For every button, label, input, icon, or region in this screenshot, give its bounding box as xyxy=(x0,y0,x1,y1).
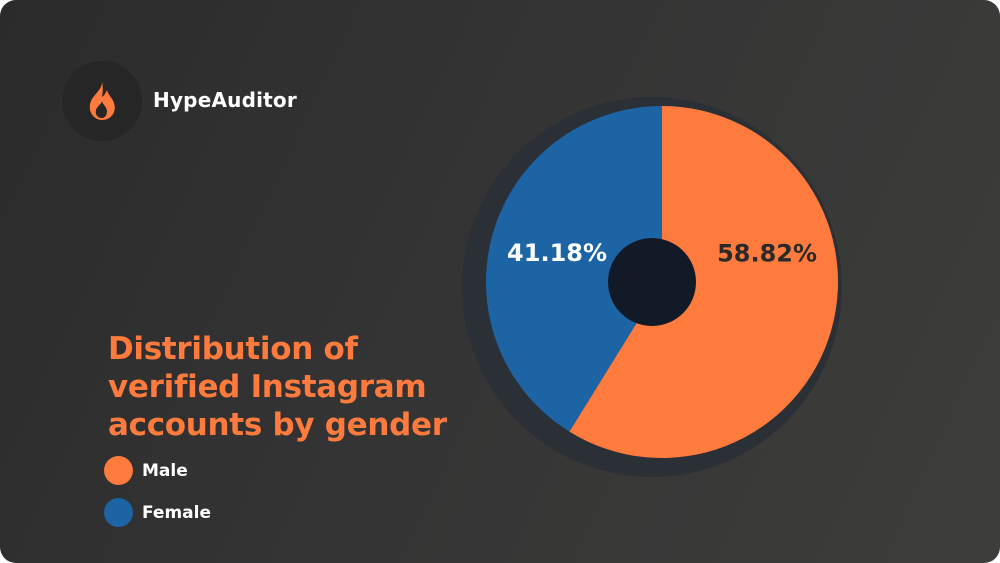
chart-title: Distribution of verified Instagram accou… xyxy=(108,330,468,444)
legend-label-male: Male xyxy=(142,460,188,481)
brand-name: HypeAuditor xyxy=(153,88,297,112)
pie-slice-female xyxy=(486,106,662,432)
title-line: Distribution of xyxy=(108,331,358,367)
pie-slice-male xyxy=(569,106,838,459)
title-line: accounts by gender xyxy=(108,407,447,443)
donut-center xyxy=(608,238,696,326)
legend-swatch-male xyxy=(104,456,133,485)
title-line: verified Instagram xyxy=(108,369,427,405)
legend-item-male: Male xyxy=(104,456,188,485)
slice-label-female: 41.18% xyxy=(507,239,607,267)
legend-label-female: Female xyxy=(142,502,211,523)
legend-item-female: Female xyxy=(104,498,211,527)
slice-label-male: 58.82% xyxy=(717,240,817,268)
legend-swatch-female xyxy=(104,498,133,527)
logo-badge xyxy=(62,61,142,141)
flame-icon xyxy=(89,82,115,120)
